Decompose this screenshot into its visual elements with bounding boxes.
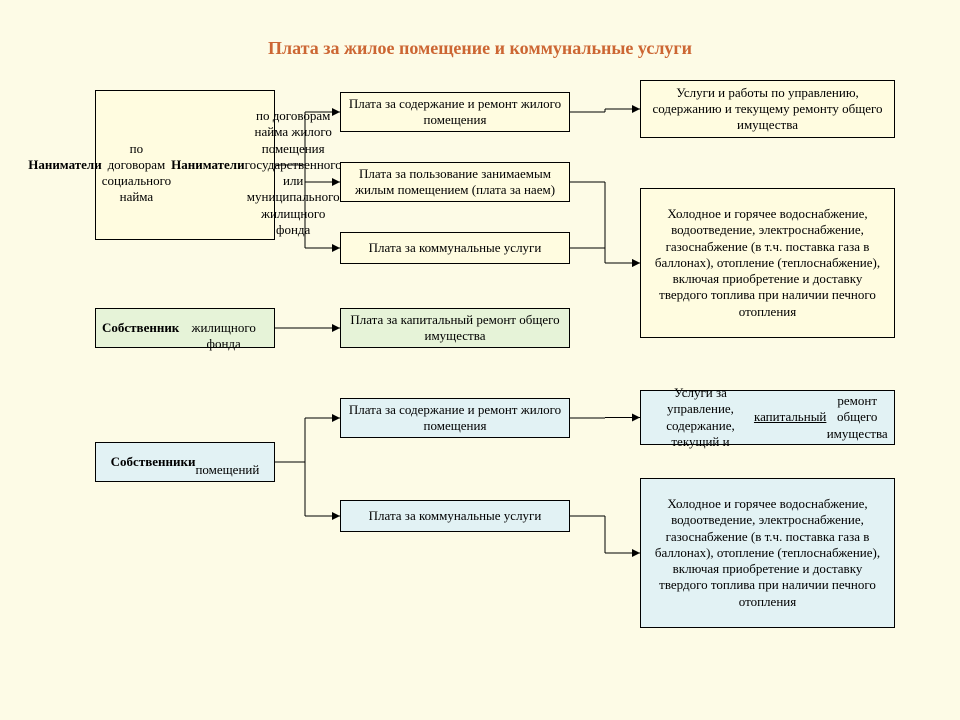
node-mgmt-services-blue: Услуги за управление, содержание, текущи…: [640, 390, 895, 445]
node-tenants: Нанимателипо договорам социального найма…: [95, 90, 275, 240]
node-utilities-fee-yellow: Плата за коммунальные услуги: [340, 232, 570, 264]
node-capital-repair-fee: Плата за капитальный ремонт общего имуще…: [340, 308, 570, 348]
node-utility-details-blue: Холодное и горячее водоснабжение, водоот…: [640, 478, 895, 628]
node-maintenance-fee-blue: Плата за содержание и ремонт жилого поме…: [340, 398, 570, 438]
diagram-title: Плата за жилое помещение и коммунальные …: [0, 38, 960, 59]
node-usage-fee: Плата за пользование занимаемым жилым по…: [340, 162, 570, 202]
node-maintenance-fee-yellow: Плата за содержание и ремонт жилого поме…: [340, 92, 570, 132]
node-utilities-fee-blue: Плата за коммунальные услуги: [340, 500, 570, 532]
node-fund-owner: Собственникжилищного фонда: [95, 308, 275, 348]
node-owners: Собственникипомещений: [95, 442, 275, 482]
node-mgmt-services-yellow: Услуги и работы по управлению, содержани…: [640, 80, 895, 138]
node-utility-details-yellow: Холодное и горячее водоснабжение, водоот…: [640, 188, 895, 338]
